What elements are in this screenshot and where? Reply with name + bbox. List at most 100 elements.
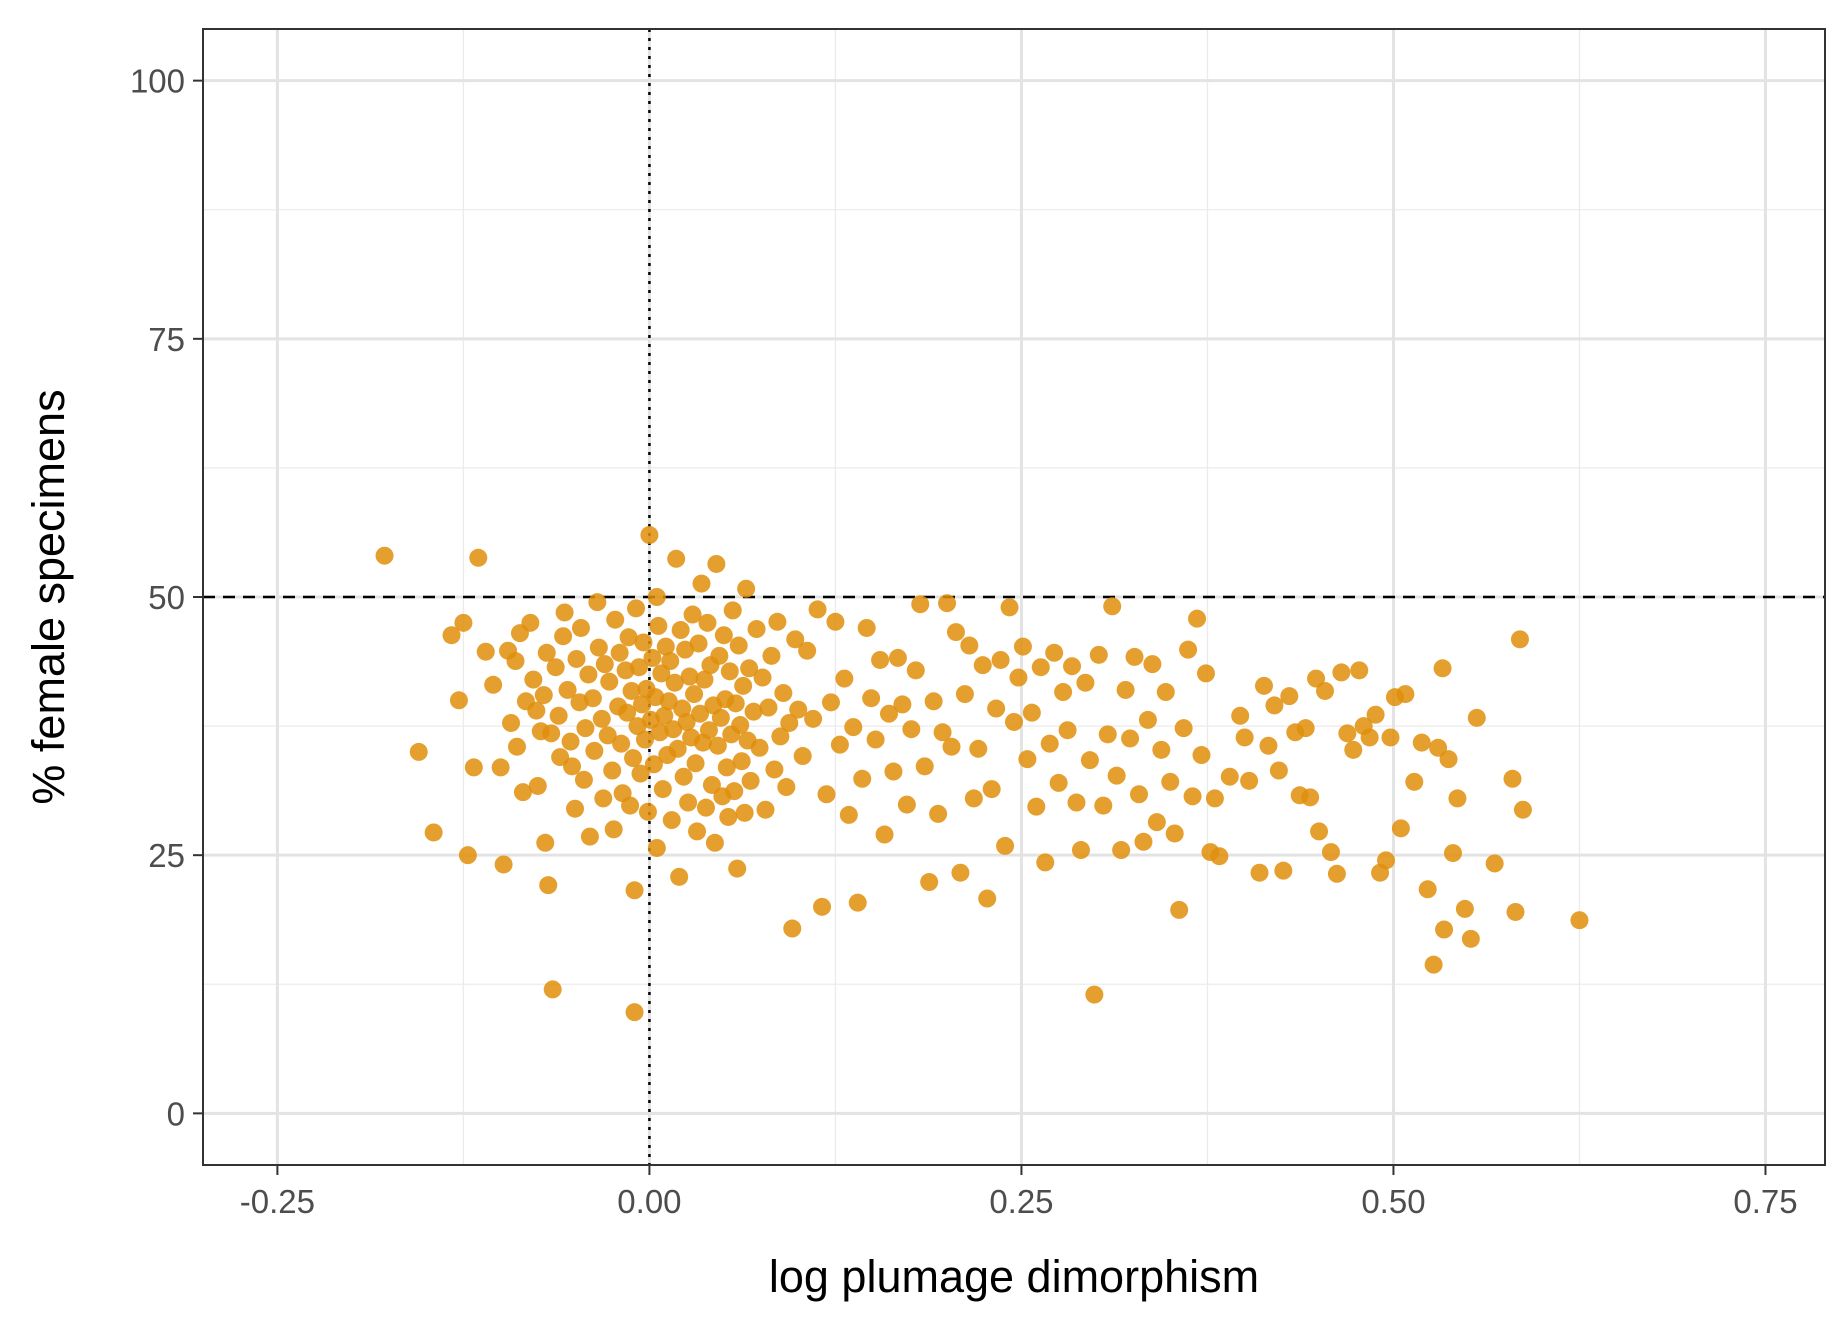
data-point (768, 612, 787, 631)
data-point (862, 689, 881, 708)
data-point (783, 919, 802, 938)
data-point (598, 726, 617, 745)
data-point (476, 642, 495, 661)
data-point (804, 709, 823, 728)
data-point (729, 636, 748, 655)
data-point (632, 695, 651, 714)
data-point (624, 749, 643, 768)
data-point (1350, 661, 1369, 680)
data-point (592, 709, 611, 728)
data-point (521, 613, 540, 632)
data-point (857, 618, 876, 637)
data-point (1103, 597, 1122, 616)
data-point (537, 643, 556, 662)
data-point (628, 717, 647, 736)
data-point (649, 616, 668, 635)
data-point (1147, 813, 1166, 832)
data-point (622, 681, 641, 700)
data-point (606, 610, 625, 629)
data-point (1107, 766, 1126, 785)
data-point (1424, 955, 1443, 974)
data-point (707, 554, 726, 573)
data-point (1179, 640, 1198, 659)
data-point (1269, 761, 1288, 780)
data-point (527, 701, 546, 720)
data-point (1250, 863, 1269, 882)
data-point (1448, 789, 1467, 808)
data-point (566, 799, 585, 818)
data-point (897, 795, 916, 814)
data-point (1274, 861, 1293, 880)
data-point (1134, 832, 1153, 851)
data-point (1183, 787, 1202, 806)
data-point (973, 656, 992, 675)
data-point (789, 700, 808, 719)
data-point (996, 836, 1015, 855)
data-point (507, 737, 526, 756)
data-point (771, 727, 790, 746)
data-point (683, 605, 702, 624)
data-point (563, 757, 582, 776)
data-point (513, 783, 532, 802)
data-point (1321, 843, 1340, 862)
data-point (1265, 696, 1284, 715)
data-point (561, 732, 580, 751)
data-point (491, 758, 510, 777)
data-point (955, 685, 974, 704)
data-point (1259, 736, 1278, 755)
data-point (1013, 637, 1032, 656)
data-point (875, 825, 894, 844)
data-point (1418, 880, 1437, 899)
data-point (630, 658, 649, 677)
data-point (1485, 854, 1504, 873)
data-point (638, 802, 657, 821)
data-point (888, 648, 907, 667)
data-point (884, 762, 903, 781)
data-point (1085, 985, 1104, 1004)
data-point (714, 626, 733, 645)
data-point (635, 730, 654, 749)
data-point (1338, 724, 1357, 743)
data-point (725, 782, 744, 801)
data-point (1089, 645, 1108, 664)
data-point (634, 633, 653, 652)
data-point (604, 820, 623, 839)
data-point (756, 800, 775, 819)
data-point (987, 699, 1006, 718)
data-point (1280, 687, 1299, 706)
data-point (1161, 772, 1180, 791)
data-point (1513, 800, 1532, 819)
data-point (821, 693, 840, 712)
data-point (1009, 668, 1028, 687)
data-point (741, 771, 760, 790)
data-point (750, 738, 769, 757)
y-axis-ticks: 0 25 50 75 100 (130, 63, 203, 1132)
data-point (464, 758, 483, 777)
data-point (982, 780, 1001, 799)
data-point (621, 796, 640, 815)
data-point (494, 855, 513, 874)
data-point (893, 695, 912, 714)
data-point (1143, 655, 1162, 674)
data-point (839, 805, 858, 824)
data-point (668, 739, 687, 758)
data-point (991, 650, 1010, 669)
data-point (549, 706, 568, 725)
data-point (650, 723, 669, 742)
data-point (808, 600, 827, 619)
data-point (830, 735, 849, 754)
data-point (449, 691, 468, 710)
data-point (1435, 920, 1454, 939)
data-point (558, 680, 577, 699)
data-point (1036, 853, 1055, 872)
data-point (458, 846, 477, 865)
data-point (924, 692, 943, 711)
data-point (627, 599, 646, 618)
data-point (454, 613, 473, 632)
data-point (866, 730, 885, 749)
data-point (762, 646, 781, 665)
data-point (1116, 680, 1135, 699)
data-point (484, 675, 503, 694)
data-point (774, 684, 793, 703)
